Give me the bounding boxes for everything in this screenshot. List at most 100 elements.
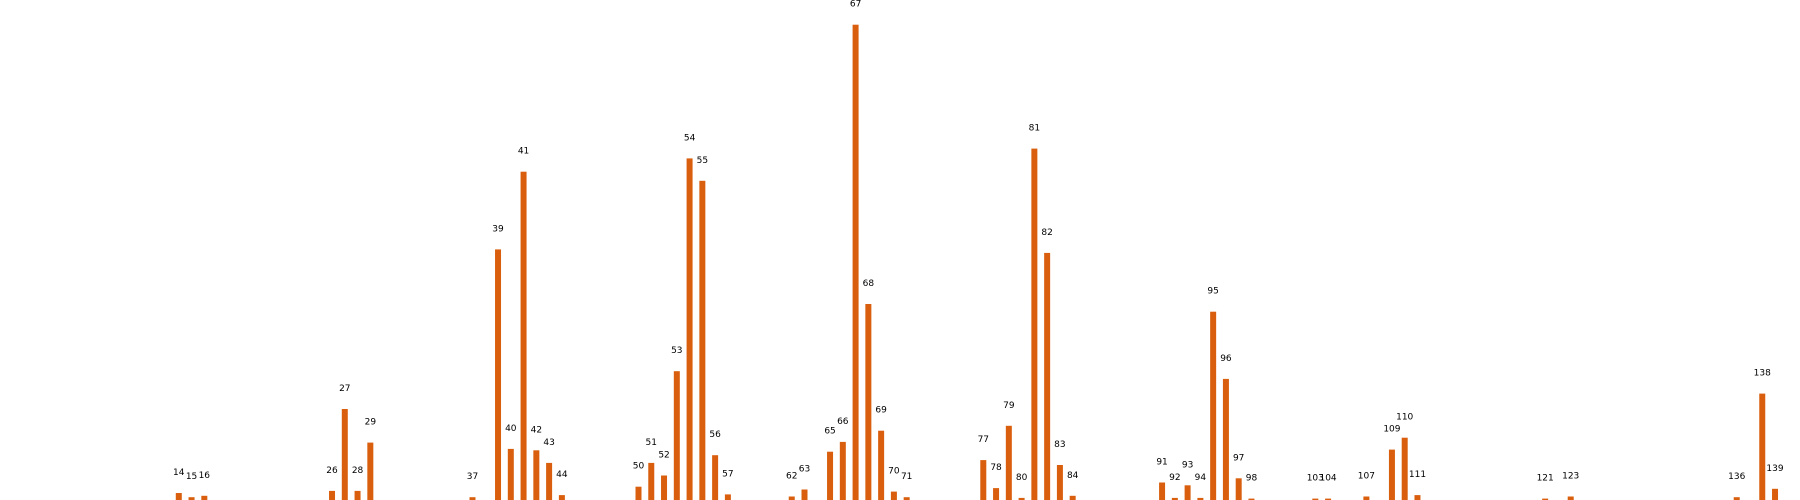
bar-95 <box>1210 311 1217 500</box>
bar-107 <box>1363 496 1370 500</box>
bar-label-91: 91 <box>1156 458 1167 468</box>
bar-65 <box>827 451 834 500</box>
bar-label-40: 40 <box>505 424 517 434</box>
bar-29 <box>367 442 374 500</box>
bar-69 <box>878 430 885 500</box>
bar-label-83: 83 <box>1054 440 1065 450</box>
bar-label-39: 39 <box>492 224 504 234</box>
bar-93 <box>1184 485 1191 500</box>
bar-label-71: 71 <box>901 472 912 482</box>
bar-52 <box>661 475 668 500</box>
bar-label-103: 103 <box>1307 474 1324 484</box>
bar-39 <box>495 249 502 500</box>
bar-label-123: 123 <box>1562 472 1579 482</box>
bar-41 <box>520 171 527 500</box>
bar-14 <box>175 493 182 500</box>
bar-97 <box>1235 478 1242 500</box>
bar-123 <box>1567 496 1574 500</box>
bar-label-53: 53 <box>671 346 682 356</box>
bar-label-14: 14 <box>173 468 185 478</box>
bar-27 <box>341 409 348 500</box>
bar-70 <box>890 491 897 500</box>
bar-label-42: 42 <box>531 425 542 435</box>
bar-81 <box>1031 148 1038 500</box>
bar-67 <box>852 24 859 500</box>
bar-label-56: 56 <box>709 430 721 440</box>
bar-42 <box>533 450 540 500</box>
bar-label-28: 28 <box>352 466 364 476</box>
bar-110 <box>1401 437 1408 500</box>
bar-label-84: 84 <box>1067 471 1079 481</box>
bar-label-55: 55 <box>697 156 708 166</box>
bar-78 <box>993 488 1000 500</box>
bar-label-52: 52 <box>658 451 669 461</box>
bar-label-138: 138 <box>1754 369 1771 379</box>
bar-77 <box>980 460 987 500</box>
bar-104 <box>1325 498 1332 500</box>
bar-138 <box>1759 393 1766 500</box>
bar-66 <box>839 441 846 500</box>
bar-label-80: 80 <box>1016 473 1028 483</box>
bar-label-111: 111 <box>1409 470 1426 480</box>
bar-label-139: 139 <box>1766 464 1783 474</box>
bar-label-44: 44 <box>556 470 568 480</box>
bar-15 <box>188 497 195 500</box>
bar-label-43: 43 <box>543 438 554 448</box>
bar-44 <box>558 495 565 500</box>
bar-label-65: 65 <box>824 427 835 437</box>
bar-121 <box>1542 498 1549 500</box>
bar-71 <box>903 497 910 500</box>
bar-label-110: 110 <box>1396 413 1413 423</box>
bar-label-92: 92 <box>1169 473 1180 483</box>
bar-label-16: 16 <box>199 471 211 481</box>
bar-84 <box>1069 495 1076 500</box>
bar-80 <box>1018 497 1025 500</box>
bar-92 <box>1171 497 1178 500</box>
bar-62 <box>788 496 795 500</box>
bar-label-98: 98 <box>1246 474 1258 484</box>
bar-label-69: 69 <box>875 406 887 416</box>
bar-37 <box>469 497 476 500</box>
bar-label-96: 96 <box>1220 354 1232 364</box>
bar-label-109: 109 <box>1383 425 1400 435</box>
bar-111 <box>1414 495 1421 500</box>
bar-label-50: 50 <box>633 462 645 472</box>
bar-label-93: 93 <box>1182 460 1193 470</box>
bar-103 <box>1312 498 1319 500</box>
bar-28 <box>354 490 361 500</box>
bar-label-41: 41 <box>518 147 529 157</box>
bar-51 <box>648 462 655 500</box>
bar-label-70: 70 <box>888 467 900 477</box>
bar-68 <box>865 304 872 500</box>
bar-40 <box>507 448 514 500</box>
bar-label-54: 54 <box>684 133 696 143</box>
bar-label-94: 94 <box>1195 473 1207 483</box>
bar-43 <box>546 462 553 500</box>
bar-83 <box>1056 465 1063 500</box>
bar-91 <box>1159 482 1166 500</box>
bar-136 <box>1733 497 1740 500</box>
bar-label-107: 107 <box>1358 472 1375 482</box>
bar-54 <box>686 158 693 500</box>
bar-109 <box>1388 449 1395 500</box>
bar-label-136: 136 <box>1728 472 1745 482</box>
bar-label-51: 51 <box>646 438 657 448</box>
bar-82 <box>1044 252 1051 500</box>
bar-label-121: 121 <box>1537 474 1554 484</box>
bar-label-62: 62 <box>786 472 797 482</box>
bar-label-79: 79 <box>1003 401 1015 411</box>
bar-63 <box>801 489 808 500</box>
bar-label-27: 27 <box>339 384 350 394</box>
bar-label-67: 67 <box>850 0 861 10</box>
bar-57 <box>724 494 731 500</box>
bar-label-37: 37 <box>467 472 478 482</box>
bars-layer <box>175 24 1779 500</box>
bar-label-81: 81 <box>1029 124 1040 134</box>
bar-16 <box>201 495 208 500</box>
bar-label-95: 95 <box>1207 287 1218 297</box>
bar-label-68: 68 <box>863 279 875 289</box>
bar-139 <box>1772 488 1779 500</box>
bar-label-15: 15 <box>186 472 197 482</box>
